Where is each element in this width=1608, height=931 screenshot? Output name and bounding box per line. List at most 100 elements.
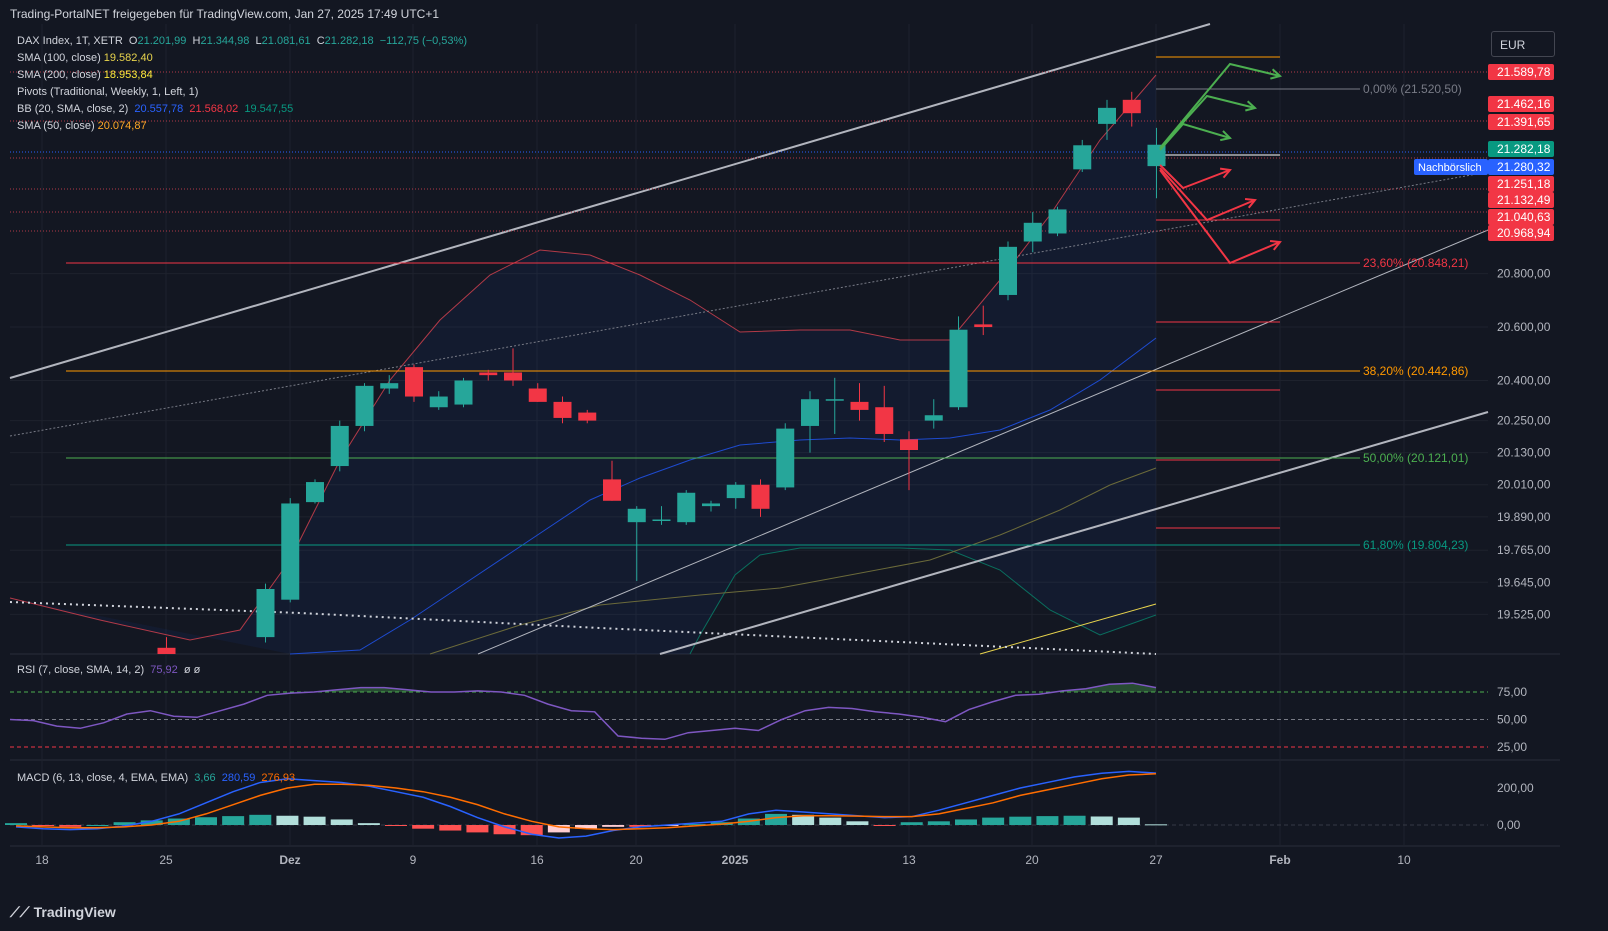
legend-sma50[interactable]: SMA (50, close) 20.074,87 [17, 120, 147, 132]
price-tag-bg [1488, 209, 1554, 225]
rsi-axis-label: 75,00 [1497, 685, 1527, 699]
candle-body [875, 407, 894, 434]
time-axis-label: 20 [1025, 853, 1039, 867]
trendline-middle [477, 229, 1489, 655]
price-tag-bg [1488, 176, 1554, 192]
fib-label-2: 38,20% (20.442,86) [1363, 364, 1468, 378]
macd-histogram-bar [385, 825, 407, 826]
price-axis-label: 19.645,00 [1497, 575, 1551, 589]
macd-histogram-bar [493, 825, 516, 835]
legend-sma200[interactable]: SMA (200, close) 18.953,84 [17, 69, 153, 81]
rsi-axis-label: 25,00 [1497, 740, 1527, 754]
time-axis-label: 13 [902, 853, 916, 867]
macd-histogram-bar [873, 825, 896, 826]
price-tag-bg [1488, 159, 1554, 175]
candle-body [726, 484, 745, 499]
macd-histogram-bar [303, 816, 326, 825]
price-axis-label: 20.130,00 [1497, 446, 1551, 460]
candle-body [652, 519, 671, 521]
candle-body [157, 647, 176, 654]
candle-body [504, 372, 522, 381]
time-axis-label: 27 [1149, 853, 1163, 867]
price-axis-label: 20.250,00 [1497, 414, 1551, 428]
candle-body [553, 401, 572, 418]
macd-histogram-bar [1009, 816, 1032, 825]
macd-histogram-bar [32, 825, 55, 826]
red-arrow-3 [1159, 169, 1281, 265]
candle-body [974, 324, 993, 328]
macd-histogram-bar [357, 823, 380, 825]
macd-histogram-bar [575, 825, 597, 829]
macd-histogram-bar [1036, 816, 1059, 825]
candle-body [1048, 209, 1067, 234]
symbol-name[interactable]: DAX Index, 1T, XETR [17, 35, 123, 47]
legend-pivots[interactable]: Pivots (Traditional, Weekly, 1, Left, 1) [17, 86, 199, 98]
candle-body [603, 479, 621, 501]
macd-histogram-bar [602, 825, 625, 827]
price-tag-bg [1488, 192, 1554, 208]
candle-body [627, 508, 646, 523]
time-axis-label: 20 [629, 853, 643, 867]
legend-macd[interactable]: MACD (6, 13, close, 4, EMA, EMA) 3,66 28… [17, 772, 296, 784]
time-axis-label: 25 [159, 853, 173, 867]
macd-line [15, 770, 1157, 839]
candle-body [330, 425, 349, 467]
macd-histogram-bar [439, 825, 462, 831]
macd-histogram-bar [1063, 815, 1086, 825]
tradingview-logo[interactable]: ⟋⟋ TradingView [10, 904, 116, 920]
macd-histogram-bar [846, 821, 869, 825]
macd-histogram-bar [927, 821, 950, 825]
currency-button[interactable]: EUR [1491, 31, 1555, 57]
post-market-badge [1414, 159, 1488, 175]
macd-histogram-bar [520, 825, 543, 836]
bb-basis-line [289, 337, 1157, 655]
candle-body [405, 367, 423, 397]
candle-body [1073, 145, 1092, 170]
red-arrow-1 [1159, 164, 1231, 190]
candle-body [429, 396, 448, 408]
price-tag-bg [1488, 64, 1554, 80]
candle-body [454, 380, 473, 405]
trendline-upper [9, 23, 1211, 379]
macd-histogram-bar [113, 822, 136, 825]
candle-body [479, 372, 498, 376]
fib-label-0: 0,00% (21.520,50) [1363, 82, 1462, 96]
candle-body [949, 329, 968, 408]
green-arrow-2-head [1245, 100, 1258, 112]
macd-histogram-bar [466, 825, 489, 833]
macd-histogram-bar [547, 825, 570, 833]
macd-signal-line [15, 773, 1157, 831]
candle-body [1023, 222, 1042, 242]
candle-body [801, 399, 819, 426]
macd-histogram-bar [629, 825, 652, 827]
red-arrow-2-head [1244, 197, 1257, 209]
price-axis-label: 20.010,00 [1497, 478, 1551, 492]
price-axis-label: 20.400,00 [1497, 374, 1551, 388]
macd-histogram-bar [140, 820, 163, 825]
candle-body [900, 439, 918, 450]
green-arrow-1 [1159, 62, 1281, 149]
price-tag-label: 20.968,94 [1497, 226, 1551, 240]
bb-lower-line [689, 547, 1157, 655]
price-axis-label: 19.765,00 [1497, 543, 1551, 557]
time-axis-label: 10 [1397, 853, 1411, 867]
red-arrow-3-head [1269, 239, 1282, 251]
candle-body [380, 383, 399, 389]
macd-histogram-bar [792, 814, 815, 825]
candle-body [776, 428, 795, 488]
macd-histogram-bar [59, 825, 82, 827]
legend-bollinger[interactable]: BB (20, SMA, close, 2) 20.557,78 21.568,… [17, 103, 294, 115]
rsi-axis-label: 50,00 [1497, 713, 1527, 727]
time-axis-label: Feb [1269, 853, 1290, 867]
price-axis-label: 20.800,00 [1497, 267, 1551, 281]
price-tag-label: 21.589,78 [1497, 65, 1551, 79]
candle-body [702, 503, 720, 507]
candle-body [850, 401, 869, 410]
legend-rsi[interactable]: RSI (7, close, SMA, 14, 2) 75,92 ø ø [17, 664, 201, 676]
sma100-line [979, 603, 1157, 655]
legend-sma100[interactable]: SMA (100, close) 19.582,40 [17, 52, 153, 64]
trendline-lower [659, 411, 1489, 655]
price-tag-bg [1488, 225, 1554, 241]
candle-body [825, 399, 844, 401]
